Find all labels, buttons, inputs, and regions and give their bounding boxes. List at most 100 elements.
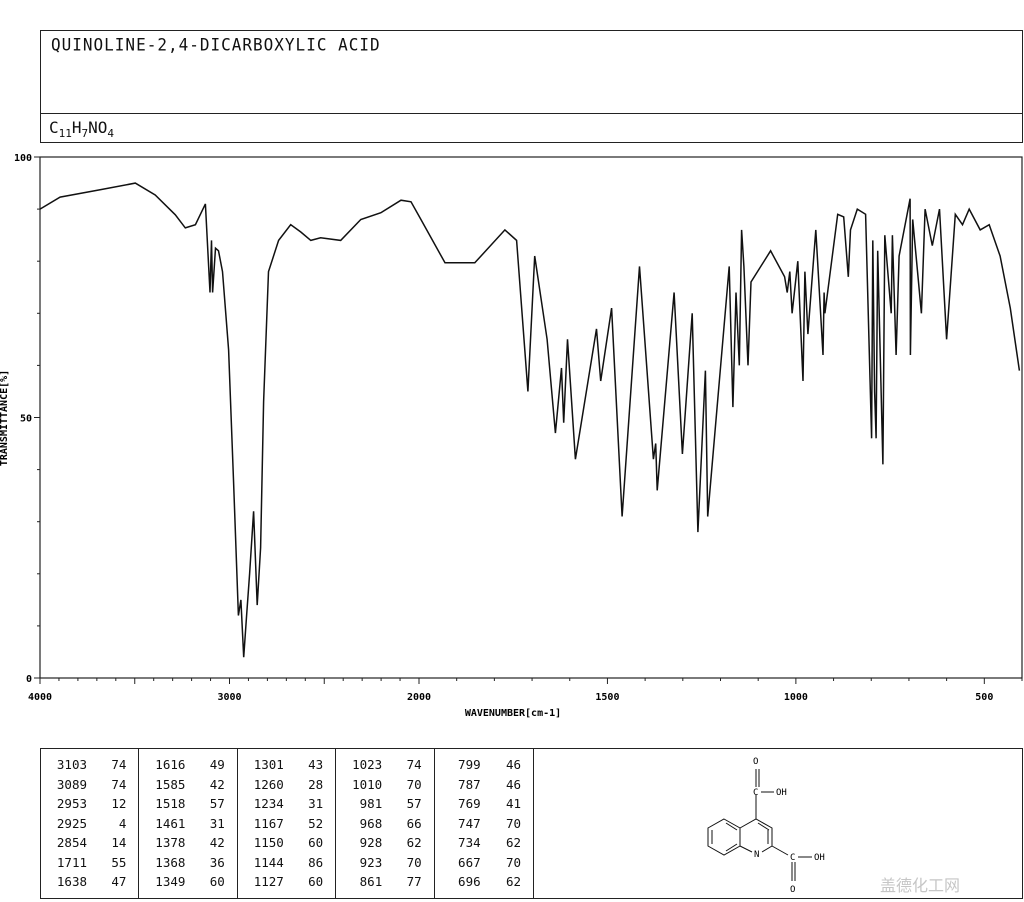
peak-wavenumber: 1234 bbox=[253, 796, 284, 811]
peak-table-row: 861 77 bbox=[336, 872, 433, 892]
peak-table-row: 1023 74 bbox=[336, 755, 433, 775]
peak-transmittance: 70 bbox=[505, 854, 522, 870]
peak-wavenumber: 1144 bbox=[253, 854, 284, 870]
x-tick-label: 1000 bbox=[784, 692, 808, 703]
peak-wavenumber: 2925 bbox=[56, 815, 87, 831]
peak-table-row: 1010 70 bbox=[336, 775, 433, 795]
peak-wavenumber: 1167 bbox=[253, 815, 284, 831]
peak-wavenumber: 799 bbox=[458, 757, 481, 772]
peak-wavenumber: 1150 bbox=[253, 835, 284, 850]
structure-box: O C OH N C OH O bbox=[533, 748, 1023, 899]
peak-table-row: 1150 60 bbox=[238, 833, 335, 853]
peak-table-row: 1638 47 bbox=[41, 872, 138, 892]
peak-wavenumber: 968 bbox=[359, 815, 383, 831]
x-tick-label: 500 bbox=[975, 692, 993, 703]
peak-table-column: 1616 49 1585 42 1518 57 1461 31 1378 42 1368 36 1349… bbox=[139, 749, 238, 898]
molecular-formula: C11H7NO4 bbox=[49, 118, 115, 140]
peak-wavenumber: 747 bbox=[458, 815, 481, 831]
peak-transmittance: 74 bbox=[406, 757, 422, 772]
peak-transmittance: 28 bbox=[308, 776, 324, 792]
peak-table-row: 799 46 bbox=[435, 755, 533, 775]
peak-transmittance: 62 bbox=[406, 835, 422, 850]
peak-wavenumber: 1585 bbox=[155, 776, 186, 792]
atom-oh-top: OH bbox=[776, 788, 787, 798]
peak-table-row: 1167 52 bbox=[238, 814, 335, 834]
peak-wavenumber: 3103 bbox=[56, 757, 87, 772]
peak-wavenumber: 923 bbox=[359, 854, 383, 870]
peak-wavenumber: 1518 bbox=[155, 796, 186, 811]
peak-table-row: 734 62 bbox=[435, 833, 533, 853]
peak-table-row: 696 62 bbox=[435, 872, 533, 892]
atom-c-bottom: C bbox=[790, 853, 795, 863]
y-tick-label: 50 bbox=[20, 414, 32, 425]
spectrum-line bbox=[39, 182, 1021, 658]
peak-table-row: 923 70 bbox=[336, 853, 433, 873]
x-tick-label: 4000 bbox=[28, 692, 52, 703]
x-tick-label: 1500 bbox=[595, 692, 619, 703]
y-axis-label: TRANSMITTANCE[%] bbox=[0, 370, 10, 466]
peak-wavenumber: 1023 bbox=[352, 757, 383, 772]
peak-table-column: 3103 74 3089 74 2953 12 2925 4 2854 14 1711 55 1638 4… bbox=[41, 749, 140, 898]
peak-transmittance: 86 bbox=[308, 854, 324, 870]
peak-table-row: 3089 74 bbox=[41, 775, 138, 795]
atom-n: N bbox=[754, 850, 759, 860]
peak-wavenumber: 2953 bbox=[56, 796, 87, 811]
peak-table-row: 1349 60 bbox=[139, 872, 236, 892]
peak-transmittance: 36 bbox=[209, 854, 225, 870]
peak-transmittance: 47 bbox=[111, 874, 127, 889]
watermark: 盖德化工网 bbox=[880, 876, 961, 895]
peak-wavenumber: 734 bbox=[458, 835, 481, 850]
peak-wavenumber: 1010 bbox=[352, 776, 383, 792]
peak-table-row: 2925 4 bbox=[41, 814, 138, 834]
peak-table-row: 1585 42 bbox=[139, 775, 236, 795]
peak-transmittance: 60 bbox=[209, 874, 225, 889]
peak-table-column: 1301 43 1260 28 1234 31 1167 52 1150 60 1144 86 1127… bbox=[238, 749, 337, 898]
peak-transmittance: 43 bbox=[308, 757, 324, 772]
peak-wavenumber: 769 bbox=[458, 796, 481, 811]
peak-transmittance: 70 bbox=[406, 854, 422, 870]
peak-table-row: 667 70 bbox=[435, 853, 533, 873]
peak-transmittance: 46 bbox=[505, 757, 522, 772]
peak-transmittance: 57 bbox=[406, 796, 422, 811]
formula-box: C11H7NO4 bbox=[40, 113, 1023, 143]
peak-transmittance: 42 bbox=[209, 835, 225, 850]
peak-transmittance: 57 bbox=[209, 796, 225, 811]
atom-o-bottom: O bbox=[790, 885, 795, 895]
peak-wavenumber: 667 bbox=[458, 854, 481, 870]
peak-transmittance: 12 bbox=[111, 796, 127, 811]
peak-transmittance: 74 bbox=[111, 776, 127, 792]
peak-table-row: 981 57 bbox=[336, 794, 433, 814]
peak-transmittance: 60 bbox=[308, 874, 324, 889]
peak-wavenumber: 1711 bbox=[56, 854, 87, 870]
peak-table-row: 1301 43 bbox=[238, 755, 335, 775]
peak-transmittance: 42 bbox=[209, 776, 225, 792]
peak-table-row: 787 46 bbox=[435, 775, 533, 795]
peak-wavenumber: 787 bbox=[458, 776, 481, 792]
title-box: QUINOLINE-2,4-DICARBOXYLIC ACID bbox=[40, 30, 1023, 114]
peak-table-row: 747 70 bbox=[435, 814, 533, 834]
peak-table-row: 769 41 bbox=[435, 794, 533, 814]
x-tick-label: 3000 bbox=[217, 692, 241, 703]
peak-table-row: 1378 42 bbox=[139, 833, 236, 853]
peak-wavenumber: 2854 bbox=[56, 835, 87, 850]
peak-transmittance: 14 bbox=[111, 835, 127, 850]
peak-table-row: 1711 55 bbox=[41, 853, 138, 873]
peak-table-row: 2953 12 bbox=[41, 794, 138, 814]
peak-table-row: 1616 49 bbox=[139, 755, 236, 775]
peak-wavenumber: 1301 bbox=[253, 757, 284, 772]
peak-transmittance: 41 bbox=[505, 796, 522, 811]
quinoline-dicarboxylic-acid-structure: O C OH N C OH O bbox=[707, 757, 825, 895]
peak-wavenumber: 1260 bbox=[253, 776, 284, 792]
peak-transmittance: 74 bbox=[111, 757, 127, 772]
peak-transmittance: 70 bbox=[505, 815, 522, 831]
peak-transmittance: 46 bbox=[505, 776, 522, 792]
peak-wavenumber: 1461 bbox=[155, 815, 186, 831]
peak-transmittance: 62 bbox=[505, 874, 522, 889]
peak-transmittance: 31 bbox=[308, 796, 324, 811]
peak-transmittance: 62 bbox=[505, 835, 522, 850]
peak-wavenumber: 1368 bbox=[155, 854, 186, 870]
peak-table-row: 1518 57 bbox=[139, 794, 236, 814]
atom-o-top: O bbox=[753, 757, 758, 767]
peak-wavenumber: 1638 bbox=[56, 874, 87, 889]
